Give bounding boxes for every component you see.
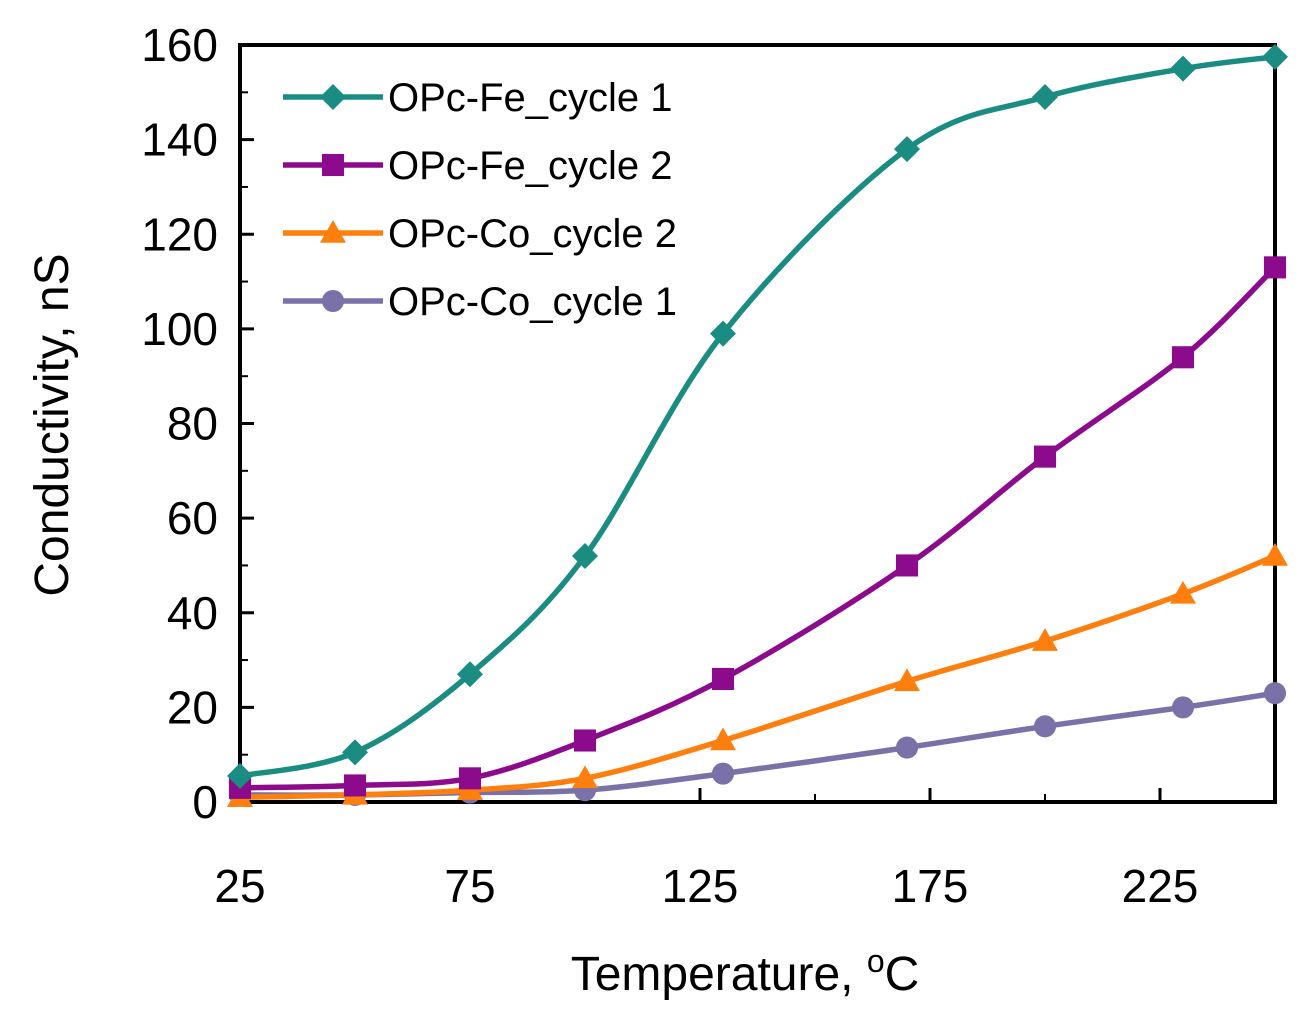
data-point [1170, 580, 1196, 604]
data-point [895, 554, 919, 577]
legend-item: OPc-Co_cycle 2 [283, 212, 677, 256]
legend-item: OPc-Co_cycle 1 [283, 280, 677, 324]
data-point [343, 774, 367, 797]
data-point [342, 739, 368, 766]
y-tick-label: 100 [141, 303, 218, 355]
y-tick-label: 60 [167, 492, 218, 544]
data-point [572, 765, 598, 789]
series-line [237, 264, 1278, 791]
data-point [1262, 542, 1288, 566]
x-axis-title: Temperature, oC [571, 943, 920, 1001]
data-point [458, 767, 482, 790]
series-line [237, 690, 1278, 798]
y-axis-title: Conductivity, nS [26, 253, 79, 596]
series-layer [227, 43, 1288, 808]
legend: OPc-Fe_cycle 1 OPc-Fe_cycle 2 OPc-Co_cycle… [283, 76, 677, 324]
data-point [1171, 696, 1195, 719]
legend-item: OPc-Fe_cycle 2 [283, 144, 673, 188]
data-point [1032, 84, 1058, 111]
legend-swatch-marker [321, 153, 345, 177]
data-point [227, 762, 253, 789]
x-tick-label: 75 [444, 860, 495, 912]
data-point [572, 542, 598, 569]
data-point [1170, 55, 1196, 82]
legend-swatch-marker [321, 289, 345, 313]
svg-text:Conductivity, nS: Conductivity, nS [26, 253, 79, 596]
legend-label: OPc-Fe_cycle 2 [388, 144, 673, 188]
data-point [1262, 43, 1288, 70]
data-point [573, 729, 597, 752]
data-point [457, 661, 483, 688]
data-point [710, 320, 736, 347]
legend-swatch-marker [320, 220, 346, 243]
data-point [1171, 346, 1195, 369]
data-point [1032, 628, 1058, 651]
y-tick-label: 0 [192, 776, 218, 828]
data-point [711, 667, 735, 691]
data-point [1263, 256, 1287, 279]
data-point [1033, 715, 1057, 738]
legend-item: OPc-Fe_cycle 1 [283, 76, 673, 120]
series-opc-fe-cycle-2 [228, 256, 1287, 799]
data-point [710, 727, 736, 751]
y-tick-label: 80 [167, 398, 218, 450]
data-point [894, 668, 920, 692]
legend-label: OPc-Co_cycle 2 [388, 212, 677, 256]
data-point [1033, 445, 1057, 468]
data-point [711, 762, 735, 785]
y-tick-label: 20 [167, 681, 218, 733]
x-tick-label: 125 [662, 860, 739, 912]
axes: 0 20 40 60 80 100 120 140 160 25 75 125 175 225 [141, 19, 1277, 912]
x-tick-label: 175 [892, 860, 969, 912]
y-tick-label: 120 [141, 208, 218, 260]
legend-label: OPc-Co_cycle 1 [388, 280, 677, 324]
y-tick-label: 40 [167, 587, 218, 639]
series-line [237, 553, 1278, 801]
data-point [1263, 682, 1287, 705]
data-point [895, 736, 919, 759]
legend-swatch-marker [320, 84, 346, 110]
y-tick-label: 140 [141, 114, 218, 166]
data-point [894, 136, 920, 163]
y-tick-label: 160 [141, 19, 218, 71]
series-opc-fe-cycle-1 [227, 43, 1288, 789]
legend-label: OPc-Fe_cycle 1 [388, 76, 673, 120]
x-tick-label: 225 [1122, 860, 1199, 912]
x-tick-label: 25 [214, 860, 265, 912]
